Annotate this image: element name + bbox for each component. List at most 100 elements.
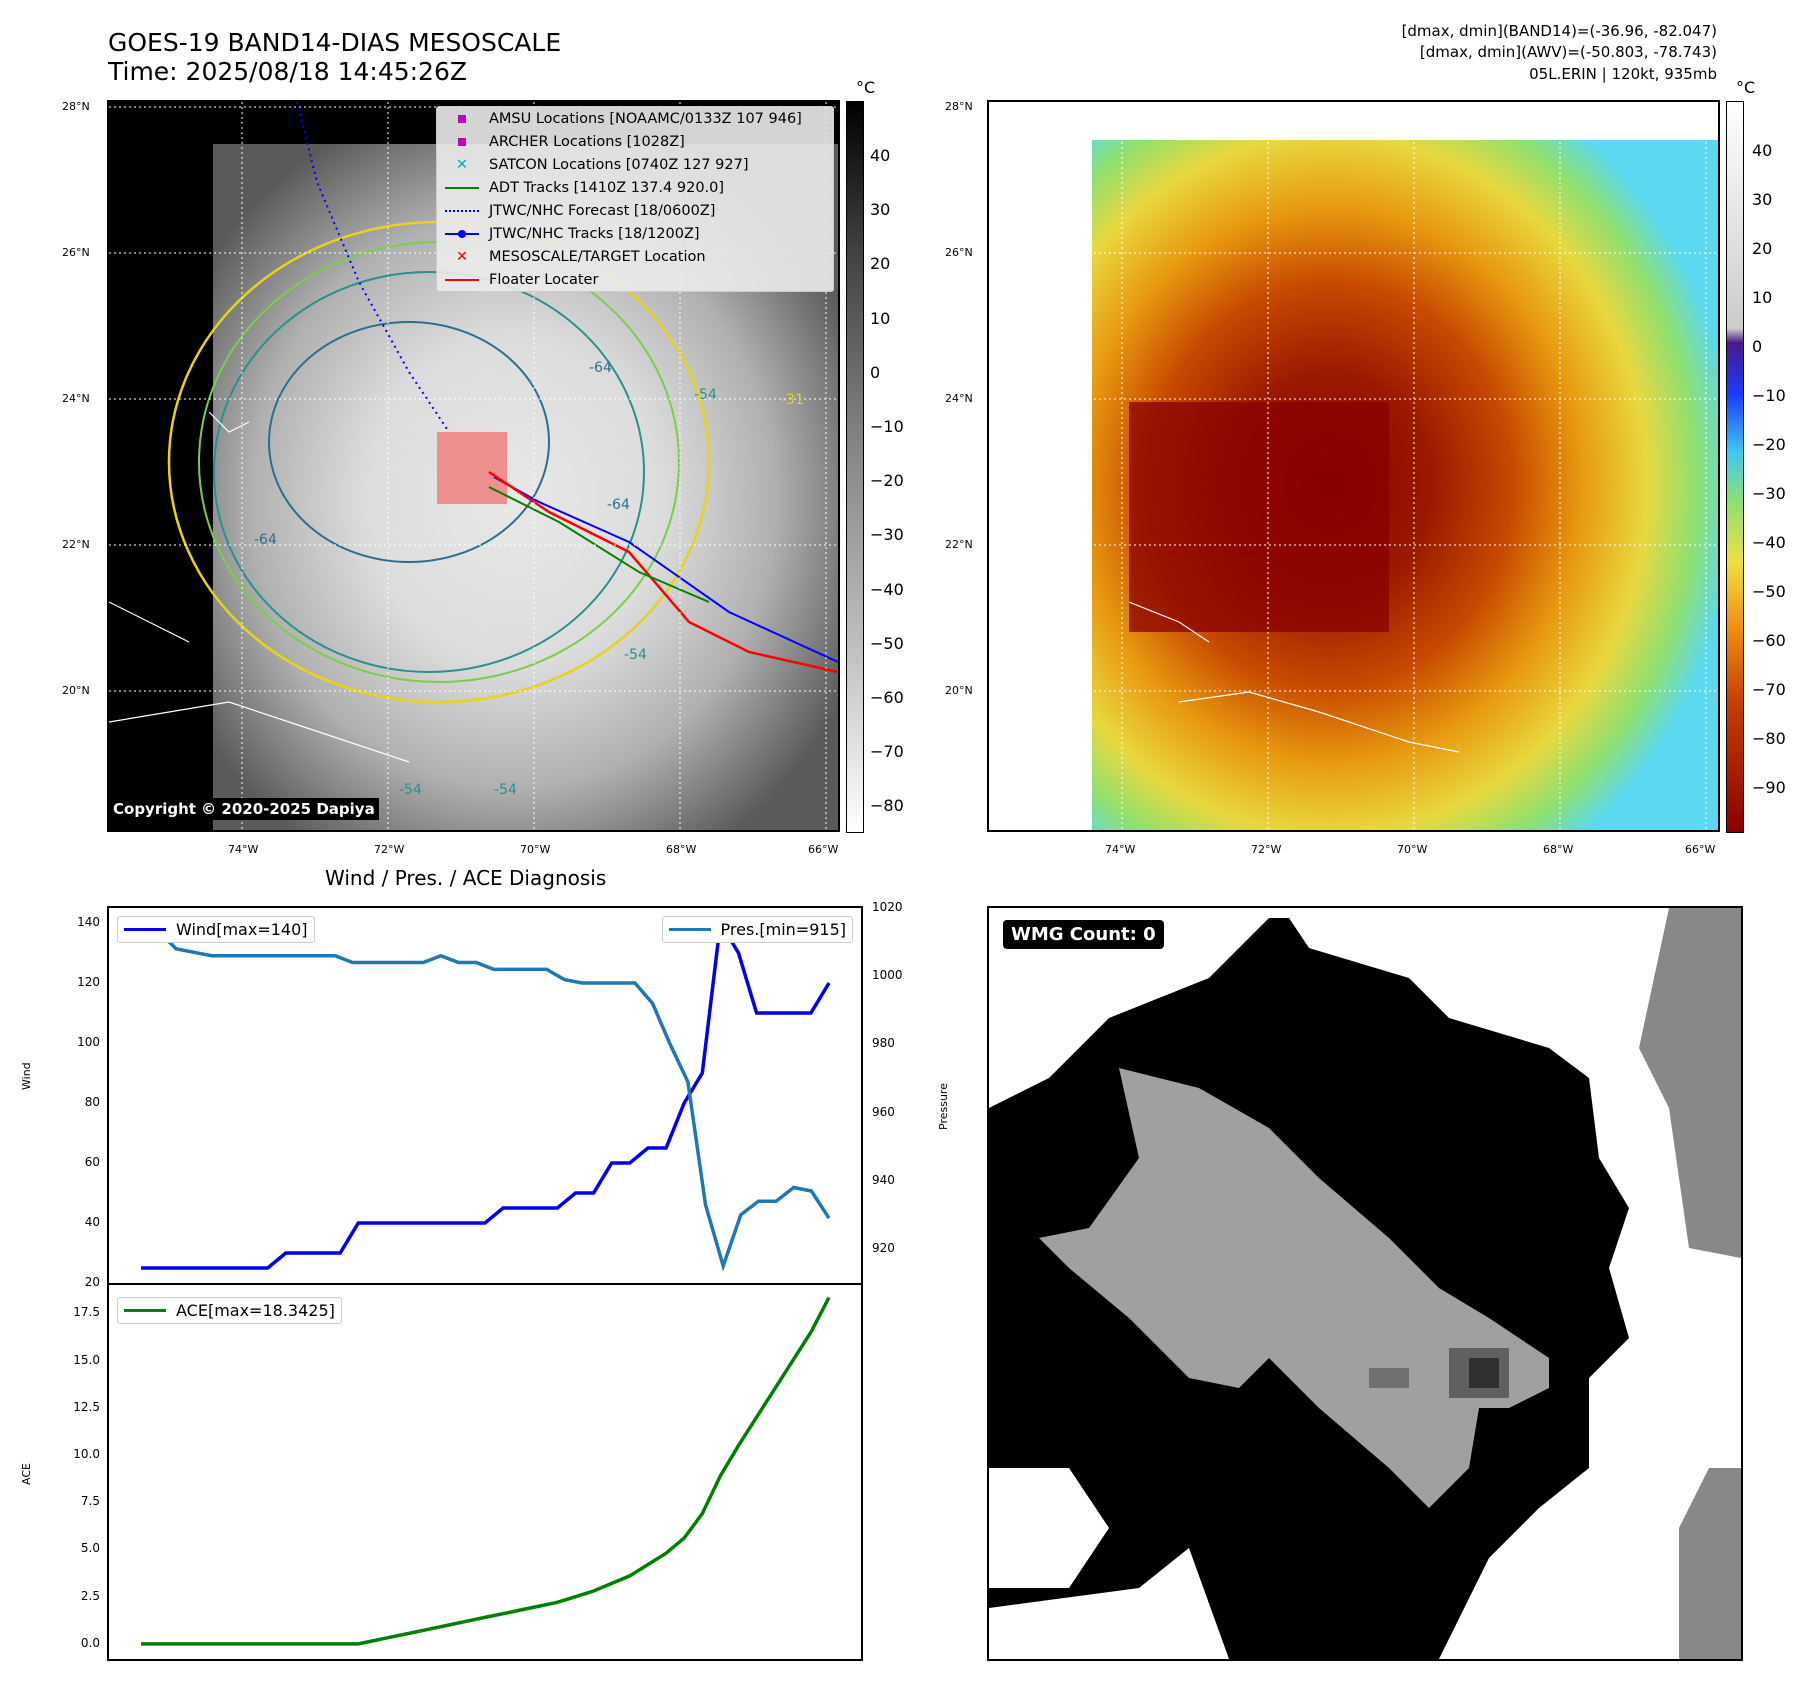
wind-tick-label: 100 xyxy=(77,1035,100,1049)
colorbar-unit: °C xyxy=(856,78,876,97)
colorbar-tick-label: 0 xyxy=(1752,337,1763,356)
colorbar-tick-label: −70 xyxy=(870,742,904,762)
colorbar-tick-label: 10 xyxy=(870,308,891,328)
lon-label: 70°W xyxy=(1397,843,1428,856)
lon-label: 66°W xyxy=(1685,843,1716,856)
lon-label: 72°W xyxy=(1251,843,1282,856)
contour-label: -31 xyxy=(781,392,804,408)
ace-svg xyxy=(141,1296,831,1646)
colorbar-tick-label: 20 xyxy=(870,254,891,274)
colorbar-tick-label: −10 xyxy=(870,417,904,436)
band14-grayscale-map: -64 -54 -64 -54 -31 -64 -54 -54 AMSU Loc… xyxy=(107,100,840,832)
legend-item: JTWC/NHC Tracks [18/1200Z] xyxy=(437,222,833,245)
contour-label: -54 xyxy=(694,387,717,403)
ace-tick-label: 12.5 xyxy=(73,1399,100,1414)
colorbar-tick-label: −20 xyxy=(870,471,904,491)
lat-label: 22°N xyxy=(945,538,973,551)
legend-item: ARCHER Locations [1028Z] xyxy=(437,130,833,153)
color-colorbar xyxy=(1726,101,1744,833)
pressure-axis-label: Pressure xyxy=(937,1083,950,1130)
legend-item: ✕ MESOSCALE/TARGET Location xyxy=(437,245,833,268)
lat-label: 24°N xyxy=(945,392,973,405)
ace-tick-label: 0.0 xyxy=(80,1635,100,1650)
info-line3: 05L.ERIN | 120kt, 935mb xyxy=(1529,65,1717,83)
colorbar-tick-label: −50 xyxy=(1752,582,1786,601)
colorbar-tick-label: 40 xyxy=(1752,141,1773,160)
ace-axis-label: ACE xyxy=(20,1463,33,1485)
colorbar-tick-label: −60 xyxy=(870,688,904,707)
diagnosis-title: Wind / Pres. / ACE Diagnosis xyxy=(325,866,607,890)
wind-pres-svg xyxy=(141,917,831,1272)
colorbar-tick-label: −70 xyxy=(1752,680,1786,699)
colorbar-tick-label: −40 xyxy=(870,579,904,599)
wind-pres-chart: Wind[max=140] Pres.[min=915] xyxy=(107,906,863,1284)
ace-tick-label: 2.5 xyxy=(80,1588,100,1603)
colorbar-unit: °C xyxy=(1736,78,1756,97)
grayscale-colorbar xyxy=(846,101,864,833)
wind-tick-label: 140 xyxy=(77,915,100,929)
ace-tick-label: 10.0 xyxy=(73,1447,100,1461)
lat-label: 22°N xyxy=(62,538,90,551)
map-title-line1: GOES-19 BAND14-DIAS MESOSCALE xyxy=(108,28,562,57)
lon-label: 74°W xyxy=(228,843,259,856)
lat-label: 28°N xyxy=(62,100,90,113)
magenta-square-icon xyxy=(443,110,481,128)
green-line-icon xyxy=(443,179,481,197)
lat-label: 20°N xyxy=(62,684,90,697)
ace-line-icon xyxy=(124,1309,166,1312)
contour-label: -54 xyxy=(399,782,422,798)
wind-tick-label: 40 xyxy=(84,1215,100,1229)
awv-color-map xyxy=(987,100,1720,832)
contour-label: -64 xyxy=(607,497,630,513)
cyan-x-icon: ✕ xyxy=(455,156,469,173)
colorbar-tick-label: −40 xyxy=(1752,533,1786,552)
legend-item: AMSU Locations [NOAAMC/0133Z 107 946] xyxy=(437,107,833,130)
contour-label: -54 xyxy=(624,647,647,663)
wind-tick-label: 80 xyxy=(84,1095,100,1109)
colorbar-tick-label: 0 xyxy=(870,362,881,382)
lon-label: 74°W xyxy=(1105,843,1136,856)
colorbar-tick-label: −30 xyxy=(870,525,904,545)
colorbar-tick-label: −30 xyxy=(1752,484,1786,503)
lat-label: 26°N xyxy=(62,246,90,259)
colorbar-tick-label: −60 xyxy=(1752,631,1786,650)
track-legend: AMSU Locations [NOAAMC/0133Z 107 946] AR… xyxy=(436,106,834,292)
ace-tick-label: 5.0 xyxy=(80,1541,100,1556)
lat-label: 28°N xyxy=(945,100,973,113)
lon-label: 72°W xyxy=(374,843,405,856)
colorbar-tick-label: 40 xyxy=(870,146,891,165)
wmg-svg xyxy=(989,908,1741,1659)
lon-label: 68°W xyxy=(666,843,697,856)
ace-tick-label: 7.5 xyxy=(80,1494,100,1509)
info-line1: [dmax, dmin](BAND14)=(-36.96, -82.047) xyxy=(1401,22,1717,40)
color-map-svg xyxy=(989,102,1718,830)
pressure-tick-label: 980 xyxy=(872,1036,895,1051)
pressure-series-line xyxy=(141,930,831,1272)
copyright-badge: Copyright © 2020-2025 Dapiya xyxy=(109,798,379,820)
wind-axis-label: Wind xyxy=(20,1062,33,1090)
contour-label: -64 xyxy=(254,532,277,548)
blue-dotted-line-icon xyxy=(443,202,481,220)
wind-line-icon xyxy=(124,928,166,931)
wind-series-line xyxy=(141,917,831,1270)
pressure-tick-label: 1000 xyxy=(872,968,903,983)
mesoscale-target-box xyxy=(437,432,507,504)
contour-label: -54 xyxy=(494,782,517,798)
ace-tick-label: 15.0 xyxy=(73,1352,100,1367)
lon-label: 66°W xyxy=(808,843,839,856)
wmg-panel: WMG Count: 0 xyxy=(987,906,1743,1661)
colorbar-tick-label: −80 xyxy=(870,796,904,816)
red-x-icon: ✕ xyxy=(455,248,469,265)
legend-item: Floater Locater xyxy=(437,268,833,291)
wind-legend: Wind[max=140] xyxy=(117,916,315,943)
colorbar-tick-label: −10 xyxy=(1752,386,1786,405)
magenta-square-icon xyxy=(443,133,481,151)
wmg-count-badge: WMG Count: 0 xyxy=(1003,920,1164,949)
colorbar-tick-label: −50 xyxy=(870,633,904,653)
pressure-tick-label: 920 xyxy=(872,1240,895,1255)
lat-label: 24°N xyxy=(62,392,90,405)
contour-label: -64 xyxy=(589,360,612,376)
pressure-tick-label: 1020 xyxy=(872,900,903,914)
lat-label: 20°N xyxy=(945,684,973,697)
colorbar-tick-label: −90 xyxy=(1752,778,1786,797)
